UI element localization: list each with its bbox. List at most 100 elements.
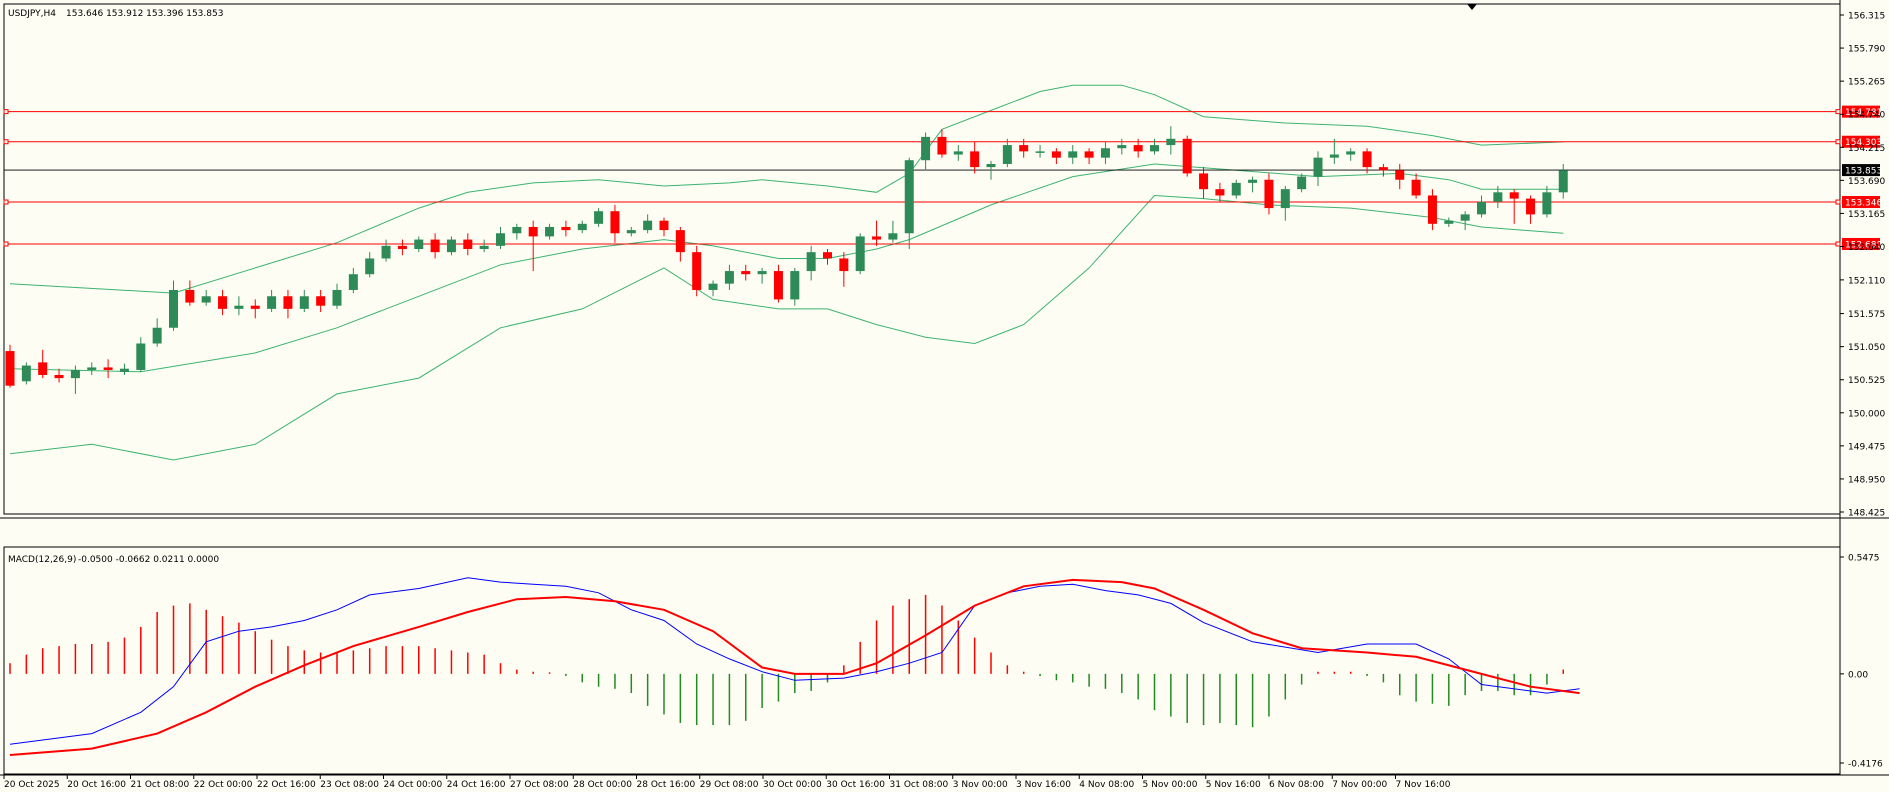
time-tick-label: 7 Nov 16:00 <box>1396 780 1451 790</box>
candle-body <box>1117 145 1127 149</box>
candle-body <box>397 245 407 250</box>
candle-body <box>218 296 228 309</box>
candle <box>1215 182 1225 202</box>
candle-body <box>1215 189 1225 196</box>
candle-body <box>741 271 751 275</box>
time-tick-label: 31 Oct 08:00 <box>890 780 949 790</box>
candle <box>806 245 816 281</box>
time-tick-label: 22 Oct 16:00 <box>257 780 316 790</box>
price-tick-label: 154.215 <box>1848 144 1885 154</box>
candle <box>561 220 571 237</box>
time-tick-label: 24 Oct 00:00 <box>384 780 443 790</box>
level-price-label: 153.346 <box>1845 199 1882 209</box>
time-tick-label: 5 Nov 00:00 <box>1143 780 1198 790</box>
price-tick-label: 148.425 <box>1848 509 1885 519</box>
candle <box>659 217 669 237</box>
chart-shift-marker[interactable] <box>1467 4 1477 10</box>
candle <box>381 239 391 262</box>
candle-body <box>1231 182 1241 196</box>
candle-body <box>1182 138 1192 174</box>
candle-body <box>38 362 48 375</box>
time-tick-label: 29 Oct 08:00 <box>700 780 759 790</box>
candle <box>1427 189 1437 231</box>
candle-body <box>921 136 931 161</box>
candle <box>250 299 260 319</box>
candle <box>201 289 211 306</box>
candle-body <box>626 230 636 234</box>
candle-body <box>545 226 555 237</box>
candlesticks <box>5 126 1568 394</box>
time-tick-label: 24 Oct 16:00 <box>447 780 506 790</box>
bollinger-upper-band <box>9 84 1564 294</box>
candle-body <box>512 226 522 234</box>
candle-body <box>1526 198 1536 215</box>
candle <box>610 204 620 243</box>
candle <box>1084 148 1094 164</box>
time-tick-label: 30 Oct 16:00 <box>826 780 885 790</box>
candle-body <box>1558 170 1568 193</box>
candle <box>70 365 80 394</box>
candle-body <box>904 160 914 234</box>
candle <box>1150 138 1159 155</box>
candle <box>741 264 751 281</box>
candle <box>1100 141 1110 164</box>
macd-signal-line <box>9 578 1580 756</box>
price-pane-frame <box>3 3 1841 515</box>
candle <box>626 226 636 237</box>
price-tick-label: 152.110 <box>1848 276 1885 286</box>
candle-body <box>332 289 342 306</box>
candle-body <box>1362 151 1372 168</box>
candle <box>1444 217 1454 227</box>
candle-body <box>594 211 604 224</box>
candle <box>1231 179 1241 199</box>
candle <box>855 233 865 275</box>
price-tick-label: 154.740 <box>1848 111 1885 121</box>
time-tick-label: 28 Oct 16:00 <box>637 780 696 790</box>
candle-body <box>643 220 653 231</box>
candle-body <box>152 327 162 344</box>
candle-body <box>1329 154 1339 158</box>
candle-body <box>136 343 146 370</box>
candle-body <box>855 236 865 272</box>
price-tick-label: 155.265 <box>1848 78 1885 88</box>
candle-body <box>1280 189 1290 209</box>
macd-lines <box>9 577 1580 756</box>
candle-body <box>1068 151 1078 158</box>
candle-body <box>1477 201 1486 215</box>
candle <box>692 245 702 297</box>
macd-axis: 0.5475 0.00 -0.4176 <box>1840 554 1883 770</box>
candle <box>5 344 15 388</box>
candle-body <box>381 245 391 259</box>
candle-body <box>1019 145 1029 152</box>
time-tick-label: 27 Oct 08:00 <box>510 780 569 790</box>
candle <box>496 226 505 250</box>
candle <box>446 236 456 256</box>
candle <box>1362 148 1372 174</box>
candle <box>643 214 653 234</box>
candle <box>136 337 146 372</box>
candle-body <box>561 226 571 231</box>
candle-body <box>446 239 456 253</box>
level-anchor-right <box>1835 241 1841 247</box>
candle-body <box>1100 148 1110 158</box>
candle-body <box>692 252 702 290</box>
candle-body <box>201 296 211 303</box>
candle-body <box>267 296 277 309</box>
candle <box>267 289 277 313</box>
candle <box>904 157 914 250</box>
macd-tick-label: 0.00 <box>1848 670 1868 680</box>
candle <box>921 132 931 171</box>
candle-body <box>872 236 882 240</box>
candle <box>218 289 228 316</box>
candle <box>103 359 113 379</box>
time-tick-label: 28 Oct 00:00 <box>573 780 632 790</box>
level-anchor-left <box>3 199 9 205</box>
level-price-label: 154.303 <box>1845 138 1882 148</box>
candle-body <box>430 239 440 253</box>
candle <box>1313 151 1323 187</box>
candle-body <box>316 296 326 306</box>
candle <box>1264 173 1274 215</box>
price-tick-label: 153.690 <box>1848 177 1885 187</box>
candle <box>234 296 244 316</box>
candle <box>87 362 97 375</box>
